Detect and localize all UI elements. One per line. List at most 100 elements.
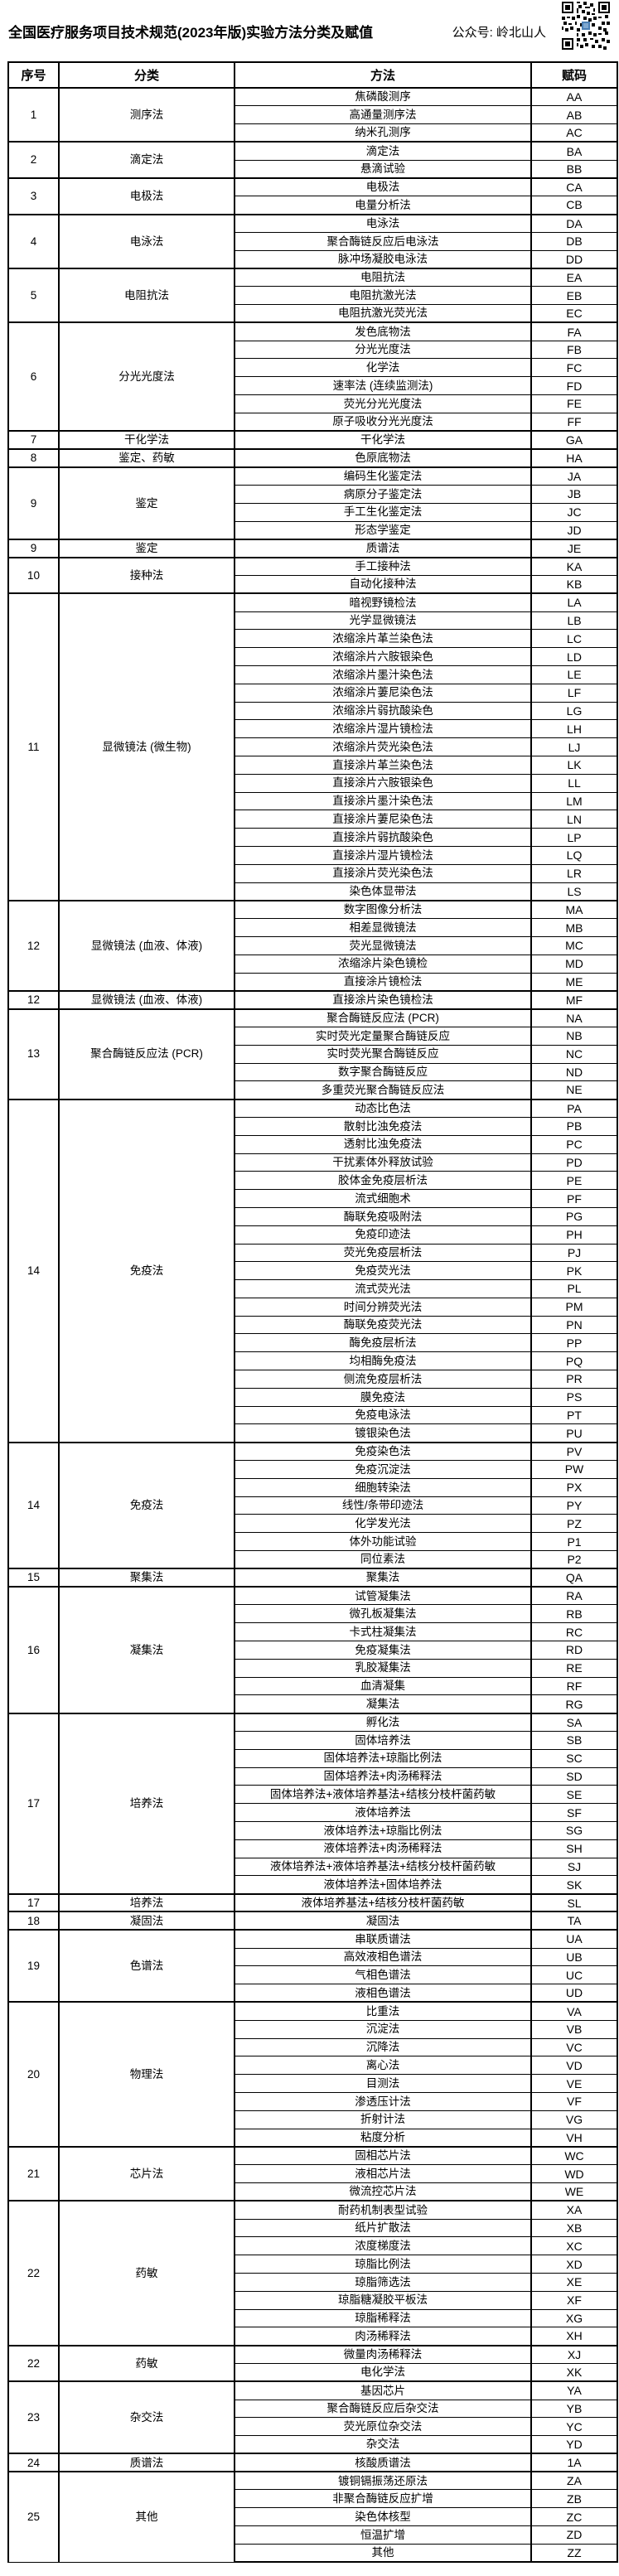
code-cell: PY xyxy=(530,1496,618,1515)
code-cell: PX xyxy=(530,1477,618,1497)
table-row: 17 培养法 孵化法 SA xyxy=(7,1712,618,1895)
table-row: 线性/条带印迹法 PY xyxy=(8,1496,618,1515)
code-cell: VH xyxy=(530,2128,618,2148)
method-cell: 免疫沉淀法 xyxy=(234,1460,532,1479)
category-cell: 聚合酶链反应法 (PCR) xyxy=(58,1008,235,1100)
table-row: 荧光免疫层析法 PJ xyxy=(8,1243,618,1263)
serial-number-cell: 5 xyxy=(7,267,60,323)
code-cell: PP xyxy=(530,1333,618,1353)
code-cell: MA xyxy=(530,899,618,920)
table-row: 23 杂交法 基因芯片 YA xyxy=(7,2380,618,2454)
code-cell: SF xyxy=(530,1803,618,1822)
method-cell: 比重法 xyxy=(234,2001,532,2021)
code-cell: SE xyxy=(530,1785,618,1805)
method-cell: 直接涂片墨汁染色法 xyxy=(234,791,532,811)
code-cell: LJ xyxy=(530,737,618,756)
code-cell: YA xyxy=(530,2380,618,2400)
code-cell: PJ xyxy=(530,1243,618,1263)
method-cell: 琼脂筛选法 xyxy=(234,2272,532,2292)
table-row: 高通量测序法 AB xyxy=(8,105,618,125)
qr-code-icon xyxy=(562,2,610,50)
table-row: 折射计法 VG xyxy=(8,2110,618,2129)
method-cell: 镀铜镉振荡还原法 xyxy=(234,2471,532,2491)
code-cell: PD xyxy=(530,1153,618,1172)
category-cell: 色谱法 xyxy=(58,1929,235,2003)
code-cell: TA xyxy=(530,1911,618,1931)
code-cell: LS xyxy=(530,882,618,901)
method-cell: 微量肉汤稀释法 xyxy=(234,2344,532,2364)
category-cell: 凝固法 xyxy=(58,1911,235,1931)
code-cell: PV xyxy=(530,1441,618,1462)
category-cell: 鉴定 xyxy=(58,466,235,540)
code-cell: VD xyxy=(530,2056,618,2076)
code-cell: HA xyxy=(530,447,618,468)
method-cell: 免疫荧光法 xyxy=(234,1261,532,1281)
method-cell: 高效液相色谱法 xyxy=(234,1947,532,1967)
method-cell: 染色体核型 xyxy=(234,2507,532,2527)
category-cell: 杂交法 xyxy=(58,2380,235,2454)
method-cell: 聚集法 xyxy=(234,1568,532,1588)
code-cell: MD xyxy=(530,954,618,974)
code-cell: YD xyxy=(530,2435,618,2454)
method-cell: 实时荧光聚合酶链反应 xyxy=(234,1044,532,1064)
code-cell: SL xyxy=(530,1892,618,1912)
method-cell: 液体培养法+琼脂比例法 xyxy=(234,1821,532,1840)
table-row: 凝集法 RG xyxy=(8,1694,618,1714)
code-cell: FB xyxy=(530,340,618,360)
method-cell: 直接涂片六胺银染色 xyxy=(234,773,532,793)
code-cell: LK xyxy=(530,755,618,775)
code-cell: PW xyxy=(530,1460,618,1479)
method-cell: 聚合酶链反应后电泳法 xyxy=(234,231,532,251)
code-cell: PE xyxy=(530,1171,618,1191)
method-cell: 乳胶凝集法 xyxy=(234,1658,532,1678)
code-cell: XE xyxy=(530,2272,618,2292)
serial-number-cell: 14 xyxy=(7,1098,60,1443)
code-cell: KA xyxy=(530,556,618,577)
table-row: 16 凝集法 试管凝集法 RA xyxy=(7,1586,618,1714)
code-cell: PH xyxy=(530,1225,618,1245)
code-cell: NB xyxy=(530,1026,618,1046)
code-cell: RA xyxy=(530,1586,618,1606)
method-cell: 免疫凝集法 xyxy=(234,1641,532,1660)
code-cell: NA xyxy=(530,1008,618,1027)
table-row: 14 免疫法 动态比色法 PA xyxy=(7,1098,618,1443)
serial-number-cell: 6 xyxy=(7,321,60,432)
code-cell: PU xyxy=(530,1423,618,1443)
serial-number-cell: 9 xyxy=(7,466,60,540)
code-cell: JD xyxy=(530,520,618,540)
method-cell: 动态比色法 xyxy=(234,1098,532,1118)
category-cell: 免疫法 xyxy=(58,1098,235,1443)
code-cell: XC xyxy=(530,2236,618,2256)
table-row: 11 显微镜法 (微生物) 暗视野镜检法 LA xyxy=(7,592,618,901)
code-cell: PC xyxy=(530,1134,618,1154)
table-row: 22 药敏 微量肉汤稀释法 XJ xyxy=(7,2344,618,2382)
code-cell: PT xyxy=(530,1405,618,1425)
category-cell: 显微镜法 (微生物) xyxy=(58,592,235,901)
serial-number-cell: 10 xyxy=(7,556,60,594)
method-cell: 沉降法 xyxy=(234,2037,532,2057)
table-row: 直接涂片湿片镜检法 LQ xyxy=(8,845,618,865)
method-cell: 纳米孔测序 xyxy=(234,123,532,143)
table-row: 电阻抗激光法 EB xyxy=(8,286,618,306)
code-cell: JA xyxy=(530,466,618,486)
code-cell: AC xyxy=(530,123,618,143)
code-cell: PB xyxy=(530,1116,618,1136)
table-row: 酶联免疫吸附法 PG xyxy=(8,1206,618,1226)
code-cell: JE xyxy=(530,538,618,558)
method-cell: 沉淀法 xyxy=(234,2019,532,2039)
method-cell: 电泳法 xyxy=(234,213,532,233)
method-cell: 液相芯片法 xyxy=(234,2164,532,2183)
method-cell: 基因芯片 xyxy=(234,2380,532,2400)
table-row: 12 显微镜法 (血液、体液) 数字图像分析法 MA xyxy=(7,899,618,992)
table-row: 19 色谱法 串联质谱法 UA xyxy=(7,1929,618,2003)
method-cell: 荧光分光光度法 xyxy=(234,394,532,413)
code-cell: BB xyxy=(530,159,618,179)
table-row: 4 电泳法 电泳法 DA xyxy=(7,213,618,269)
code-cell: MB xyxy=(530,918,618,937)
code-cell: PR xyxy=(530,1370,618,1389)
table-row: 3 电极法 电极法 CA xyxy=(7,176,618,215)
method-cell: 耐药机制表型试验 xyxy=(234,2200,532,2220)
code-cell: XJ xyxy=(530,2344,618,2364)
code-cell: KB xyxy=(530,575,618,594)
method-cell: 焦磷酸测序 xyxy=(234,87,532,107)
